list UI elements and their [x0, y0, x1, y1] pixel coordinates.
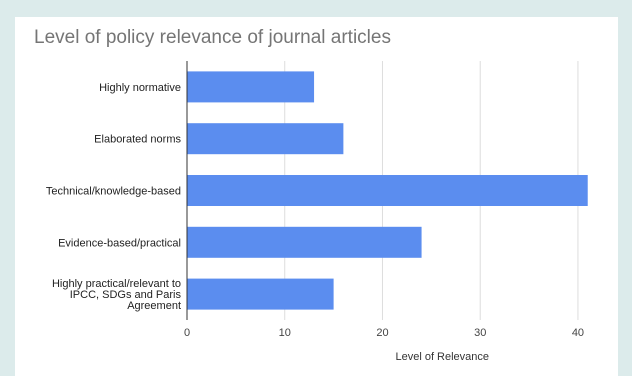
bar-chart: Highly normative Elaborated norms Technica…	[46, 61, 588, 363]
tick-labels: 0 10 20 30 40	[184, 327, 584, 339]
x-tick-label: 0	[184, 327, 190, 339]
category-label: Highly practical/relevant to IPCC, SDGs a…	[52, 278, 182, 312]
category-label: Technical/knowledge-based	[46, 186, 181, 198]
x-tick-label: 20	[376, 327, 388, 339]
chart-card: Level of policy relevance of journal art…	[15, 17, 618, 376]
bar	[187, 226, 422, 258]
x-tick-label: 40	[572, 327, 584, 339]
category-labels: Highly normative Elaborated norms Technica…	[46, 82, 182, 312]
chart-title: Level of policy relevance of journal art…	[34, 27, 391, 48]
bars	[187, 71, 588, 310]
category-label: Evidence-based/practical	[58, 237, 181, 249]
category-label: Elaborated norms	[94, 134, 181, 146]
x-axis-title: Level of Relevance	[395, 351, 489, 363]
bar	[187, 71, 315, 103]
bar	[187, 123, 344, 155]
x-tick-label: 30	[474, 327, 486, 339]
x-tick-label: 10	[279, 327, 291, 339]
bar	[187, 278, 334, 310]
category-label: Highly normative	[99, 82, 181, 94]
bar	[187, 175, 588, 206]
